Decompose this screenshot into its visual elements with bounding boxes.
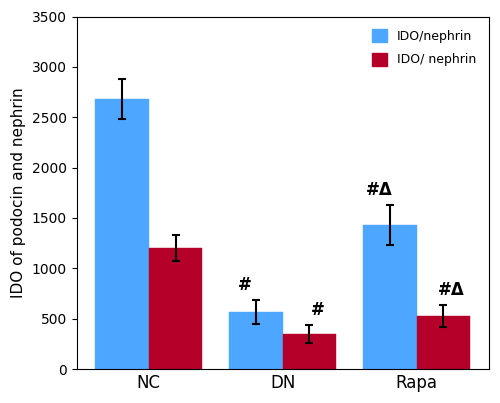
Bar bbox=[282, 334, 337, 369]
Legend: IDO/nephrin, IDO/ nephrin: IDO/nephrin, IDO/ nephrin bbox=[366, 23, 482, 73]
Text: #: # bbox=[310, 301, 324, 319]
Text: #Δ: #Δ bbox=[438, 281, 465, 299]
Text: #: # bbox=[238, 276, 252, 294]
Text: #Δ: #Δ bbox=[366, 181, 392, 199]
Bar bbox=[229, 312, 282, 369]
Bar bbox=[363, 225, 416, 369]
Y-axis label: IDO of podocin and nephrin: IDO of podocin and nephrin bbox=[11, 87, 26, 298]
Bar bbox=[149, 248, 203, 369]
Bar bbox=[416, 316, 470, 369]
Bar bbox=[96, 99, 149, 369]
